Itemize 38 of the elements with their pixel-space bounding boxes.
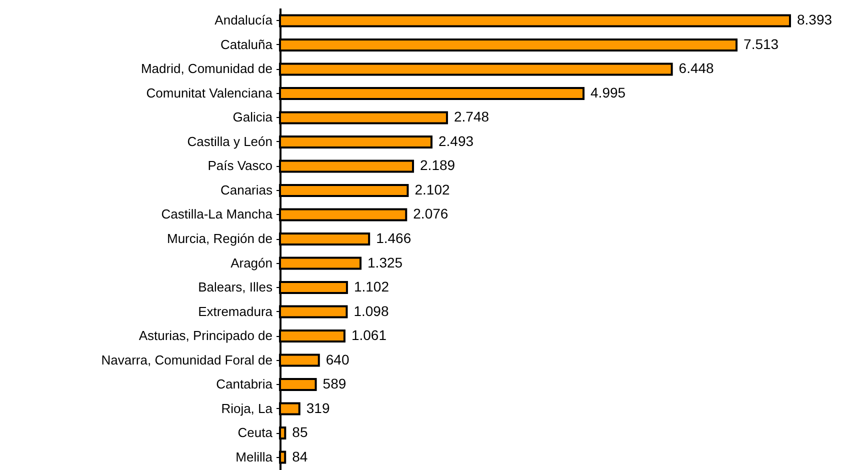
- data-label: 1.102: [354, 278, 390, 295]
- data-label: 8.393: [797, 12, 832, 28]
- data-label: 6.448: [678, 60, 714, 76]
- y-tick-label: Murcia, Región de: [167, 231, 272, 246]
- y-tick-label: Ceuta: [238, 425, 274, 440]
- y-tick-label: Cantabria: [216, 376, 274, 392]
- data-label: 85: [292, 424, 308, 440]
- y-tick-label: País Vasco: [208, 158, 272, 174]
- data-label: 2.748: [454, 108, 490, 125]
- y-tick-label: Navarra, Comunidad Foral de: [101, 352, 272, 368]
- y-tick-label: Madrid, Comunidad de: [140, 61, 272, 76]
- y-tick-label: Rioja, La: [221, 400, 274, 416]
- data-label: 1.325: [368, 254, 403, 270]
- y-tick-label: Aragón: [230, 255, 272, 270]
- y-tick-label: Castilla-La Mancha: [161, 206, 274, 222]
- data-label: 319: [306, 400, 330, 416]
- y-tick-label: Canarias: [220, 182, 273, 198]
- y-tick-label: Andalucía: [214, 12, 274, 28]
- y-tick-label: Comunitat Valenciana: [146, 85, 274, 100]
- y-tick-label: Galicia: [232, 110, 274, 125]
- data-label: 1.466: [376, 230, 412, 246]
- data-label: 2.102: [414, 181, 450, 198]
- y-tick-label: Melilla: [236, 449, 274, 464]
- data-label: 7.513: [744, 36, 779, 52]
- data-label: 2.076: [413, 206, 448, 222]
- y-tick-label: Castilla y León: [187, 134, 272, 149]
- data-label: 2.493: [438, 132, 474, 149]
- data-label: 589: [322, 376, 346, 392]
- data-label: 4.995: [590, 84, 626, 100]
- y-tick-label: Balears, Illes: [198, 280, 273, 295]
- data-label: 84: [292, 448, 308, 464]
- data-label: 640: [326, 351, 350, 368]
- data-label: 1.098: [354, 302, 389, 319]
- y-tick-label: Extremadura: [198, 304, 274, 319]
- data-label: 1.061: [351, 327, 387, 344]
- y-tick-label: Asturias, Principado de: [138, 328, 272, 344]
- data-label: 2.189: [420, 157, 456, 174]
- y-tick-label: Cataluña: [220, 36, 274, 52]
